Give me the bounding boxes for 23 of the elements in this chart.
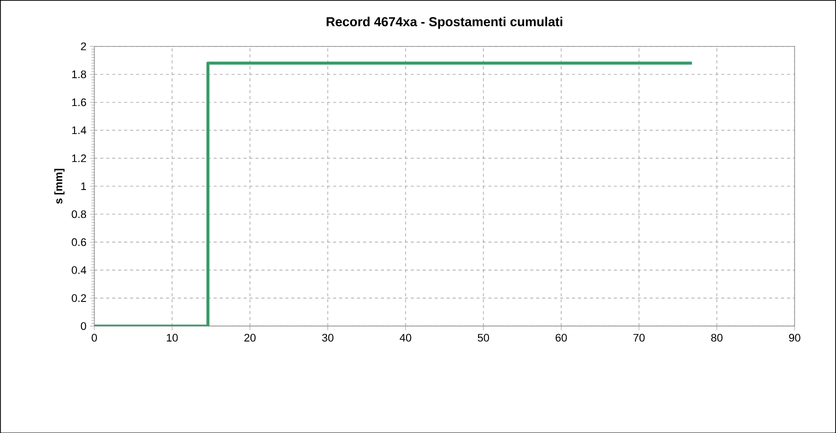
x-tick-label: 60 [556, 334, 567, 342]
x-tick-label: 90 [789, 334, 800, 342]
x-tick-label: 40 [400, 334, 412, 342]
y-tick-label: 2 [81, 42, 86, 50]
y-tick-label: 0.2 [72, 294, 86, 302]
chart-title: Record 4674xa - Spostamenti cumulati [326, 16, 562, 29]
y-tick-label: 1 [81, 182, 86, 190]
y-tick-label: 1.8 [72, 70, 86, 78]
x-tick-label: 80 [711, 334, 722, 342]
x-tick-label: 10 [166, 334, 178, 342]
y-tick-label: 0.4 [72, 266, 86, 274]
y-tick-label: 0.6 [72, 238, 86, 246]
x-tick-label: 20 [244, 334, 256, 342]
x-tick-label: 50 [478, 334, 490, 342]
y-tick-label: 0 [80, 322, 86, 330]
x-tick-label: 30 [322, 334, 334, 342]
x-tick-label: 0 [92, 334, 97, 342]
y-tick-label: 1.6 [72, 98, 86, 106]
y-axis-title: s [mm] [54, 168, 64, 204]
y-tick-label: 1.4 [72, 126, 86, 134]
y-tick-label: 1.2 [72, 154, 86, 162]
x-tick-label: 70 [633, 334, 645, 342]
y-tick-label: 0.8 [72, 210, 86, 218]
